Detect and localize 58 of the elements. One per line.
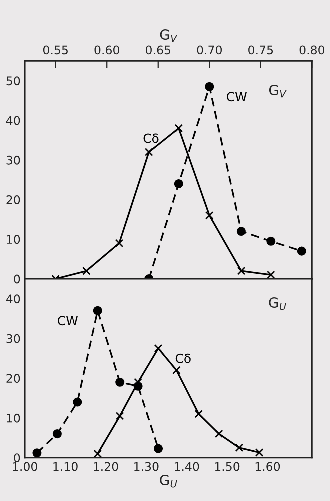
point xyxy=(116,412,124,420)
x-tick-label: 1.50 xyxy=(215,462,240,472)
y-tick-label: 10 xyxy=(7,414,20,423)
series-label: Cδ xyxy=(176,354,191,364)
series-label: CW xyxy=(58,316,78,326)
y-tick-label: 50 xyxy=(6,76,20,86)
series-label: CW xyxy=(227,92,247,102)
point xyxy=(154,344,163,353)
x-tick-label: 0.65 xyxy=(146,46,170,55)
y-tick-label: 30 xyxy=(6,156,20,165)
x-tick-label: 0.80 xyxy=(300,46,325,55)
point xyxy=(144,148,154,156)
y-tick-label: 20 xyxy=(6,374,20,384)
x-tick-label: 1.10 xyxy=(54,462,78,472)
annotation: G$_{V}$ xyxy=(269,85,287,98)
y-tick-label: 20 xyxy=(6,196,20,204)
x-axis-title: G$_{V}$ xyxy=(160,30,178,42)
point xyxy=(52,430,62,439)
point xyxy=(237,266,246,276)
point xyxy=(32,448,42,458)
point xyxy=(297,246,306,256)
point xyxy=(172,366,181,375)
point xyxy=(73,398,82,407)
y-tick-label: 0 xyxy=(14,274,20,284)
point xyxy=(82,266,91,276)
point xyxy=(215,430,224,438)
point xyxy=(205,82,214,92)
point xyxy=(255,448,264,457)
series-label: Cδ xyxy=(144,134,159,144)
y-tick-label: 10 xyxy=(7,235,20,244)
x-axis-title: G$_{U}$ xyxy=(160,475,178,488)
annotation: G$_{U}$ xyxy=(269,298,286,310)
x-tick-label: 1.00 xyxy=(13,462,38,472)
point xyxy=(174,124,184,133)
x-tick-label: 1.30 xyxy=(134,462,159,472)
y-tick-label: 30 xyxy=(6,334,20,344)
x-tick-label: 0.70 xyxy=(197,46,222,55)
x-tick-label: 1.40 xyxy=(174,462,200,472)
y-tick-label: 40 xyxy=(6,294,20,304)
point xyxy=(236,226,246,236)
point xyxy=(235,444,244,452)
y-tick-label: 0 xyxy=(14,454,20,463)
point xyxy=(154,444,164,454)
y-tick-label: 40 xyxy=(6,116,20,126)
x-tick-label: 0.75 xyxy=(248,46,274,55)
x-tick-label: 1.60 xyxy=(256,462,280,472)
point xyxy=(267,270,276,280)
point xyxy=(174,179,184,188)
x-tick-label: 0.60 xyxy=(94,46,120,55)
x-tick-label: 1.20 xyxy=(94,462,118,472)
point xyxy=(266,236,276,246)
point xyxy=(93,306,102,316)
point xyxy=(194,410,204,418)
point xyxy=(205,211,214,220)
point xyxy=(115,239,124,248)
x-tick-label: 0.55 xyxy=(43,46,68,55)
point xyxy=(116,378,125,387)
point xyxy=(94,450,102,458)
